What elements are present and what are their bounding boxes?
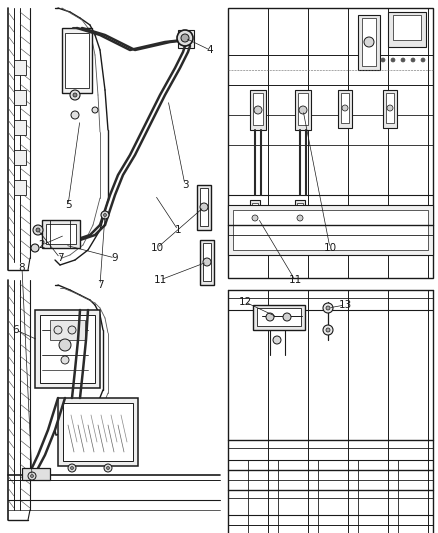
- Bar: [40, 315, 95, 383]
- Bar: [383, 90, 397, 128]
- Circle shape: [252, 215, 258, 221]
- Bar: [200, 188, 208, 226]
- Circle shape: [70, 90, 80, 100]
- Circle shape: [411, 58, 415, 62]
- Bar: [257, 308, 301, 326]
- Bar: [388, 12, 426, 47]
- Text: 6: 6: [13, 325, 19, 335]
- Circle shape: [28, 472, 36, 480]
- Bar: [298, 93, 308, 125]
- Bar: [14, 60, 26, 75]
- Circle shape: [381, 58, 385, 62]
- Bar: [50, 320, 85, 340]
- Text: 11: 11: [288, 275, 302, 285]
- Circle shape: [181, 34, 189, 42]
- Text: 7: 7: [97, 280, 103, 290]
- Circle shape: [323, 325, 333, 335]
- Bar: [233, 210, 428, 250]
- Circle shape: [283, 313, 291, 321]
- Circle shape: [106, 466, 110, 470]
- Circle shape: [391, 58, 395, 62]
- Circle shape: [273, 336, 281, 344]
- Bar: [295, 90, 311, 130]
- Bar: [65, 33, 89, 88]
- Circle shape: [203, 258, 211, 266]
- Bar: [341, 93, 349, 123]
- Circle shape: [31, 244, 39, 252]
- Circle shape: [299, 106, 307, 114]
- Bar: [63, 403, 133, 461]
- Bar: [386, 93, 394, 123]
- Circle shape: [31, 474, 33, 478]
- Bar: [58, 398, 138, 466]
- Bar: [14, 150, 26, 165]
- Bar: [14, 120, 26, 135]
- Circle shape: [101, 211, 109, 219]
- Bar: [22, 468, 50, 480]
- Bar: [197, 185, 211, 230]
- Circle shape: [61, 356, 69, 364]
- Circle shape: [266, 313, 274, 321]
- Circle shape: [421, 58, 425, 62]
- Circle shape: [92, 107, 98, 113]
- Circle shape: [59, 339, 71, 351]
- Bar: [362, 18, 376, 66]
- Bar: [203, 243, 211, 281]
- Bar: [393, 15, 421, 40]
- Circle shape: [68, 464, 76, 472]
- Circle shape: [401, 58, 405, 62]
- Circle shape: [103, 214, 106, 216]
- Text: 4: 4: [207, 45, 213, 55]
- Text: 5: 5: [65, 200, 71, 210]
- Text: 10: 10: [150, 243, 163, 253]
- Circle shape: [200, 203, 208, 211]
- Circle shape: [326, 306, 330, 310]
- Circle shape: [177, 30, 193, 46]
- Bar: [295, 200, 305, 238]
- Bar: [14, 180, 26, 195]
- Bar: [62, 28, 92, 93]
- Bar: [338, 90, 352, 128]
- Circle shape: [104, 464, 112, 472]
- Bar: [178, 30, 194, 48]
- Circle shape: [364, 37, 374, 47]
- Bar: [250, 90, 266, 130]
- Text: 13: 13: [339, 300, 352, 310]
- Circle shape: [326, 328, 330, 332]
- Circle shape: [33, 225, 43, 235]
- Bar: [252, 203, 258, 233]
- Text: 12: 12: [238, 297, 251, 307]
- Bar: [46, 224, 76, 244]
- Circle shape: [68, 326, 76, 334]
- Bar: [228, 8, 433, 278]
- Circle shape: [342, 105, 348, 111]
- Bar: [297, 203, 303, 233]
- Text: 8: 8: [19, 263, 25, 273]
- Text: 10: 10: [323, 243, 336, 253]
- Text: 7: 7: [57, 253, 64, 263]
- Bar: [200, 240, 214, 285]
- Bar: [253, 93, 263, 125]
- Bar: [228, 205, 433, 255]
- Circle shape: [73, 93, 77, 97]
- Circle shape: [323, 303, 333, 313]
- Text: 9: 9: [112, 253, 118, 263]
- Circle shape: [71, 111, 79, 119]
- Text: 11: 11: [153, 275, 166, 285]
- Bar: [14, 90, 26, 105]
- Circle shape: [71, 466, 74, 470]
- Circle shape: [254, 106, 262, 114]
- Circle shape: [297, 215, 303, 221]
- Circle shape: [36, 228, 40, 232]
- Bar: [253, 305, 305, 330]
- Bar: [42, 220, 80, 248]
- Text: 2: 2: [39, 240, 45, 250]
- Text: 3: 3: [182, 180, 188, 190]
- Circle shape: [387, 105, 393, 111]
- Bar: [35, 310, 100, 388]
- Circle shape: [54, 326, 62, 334]
- Bar: [358, 15, 380, 70]
- Text: 1: 1: [175, 225, 181, 235]
- Bar: [250, 200, 260, 238]
